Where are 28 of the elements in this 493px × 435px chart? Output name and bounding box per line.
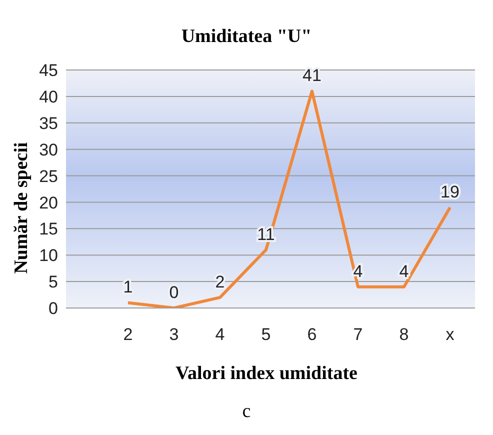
y-axis-title: Număr de specii xyxy=(11,142,33,274)
x-tick-label: 7 xyxy=(353,325,363,344)
x-tick-label: x xyxy=(446,325,455,344)
y-tick-label: 0 xyxy=(48,299,58,318)
text: c xyxy=(241,401,252,423)
data-label: 2 xyxy=(215,272,225,292)
y-tick-label: 10 xyxy=(39,246,58,266)
y-tick-label: 45 xyxy=(39,61,58,80)
x-tick-label: 8 xyxy=(399,325,409,344)
y-tick-label: 35 xyxy=(39,114,58,133)
x-axis-title: Valori index umiditate xyxy=(174,363,358,385)
y-tick-label: 20 xyxy=(39,193,58,212)
data-label: 41 xyxy=(302,66,322,86)
data-label: 1 xyxy=(123,278,133,297)
x-tick-label: 3 xyxy=(169,325,179,344)
data-label: 0 xyxy=(169,283,179,302)
x-tick-label: 5 xyxy=(261,325,271,344)
x-tick-label: 4 xyxy=(215,325,225,344)
data-label: 19 xyxy=(440,182,460,202)
chart-title: Umiditatea "U" xyxy=(180,26,313,48)
y-tick-label: 40 xyxy=(39,87,58,106)
x-tick-label: 6 xyxy=(307,325,317,344)
data-label: 4 xyxy=(399,262,409,281)
x-tick-label: 2 xyxy=(123,325,133,344)
y-tick-label: 15 xyxy=(39,220,58,239)
y-tick-label: 30 xyxy=(39,140,58,160)
y-tick-label: 25 xyxy=(39,166,58,186)
y-tick-label: 5 xyxy=(48,272,58,292)
